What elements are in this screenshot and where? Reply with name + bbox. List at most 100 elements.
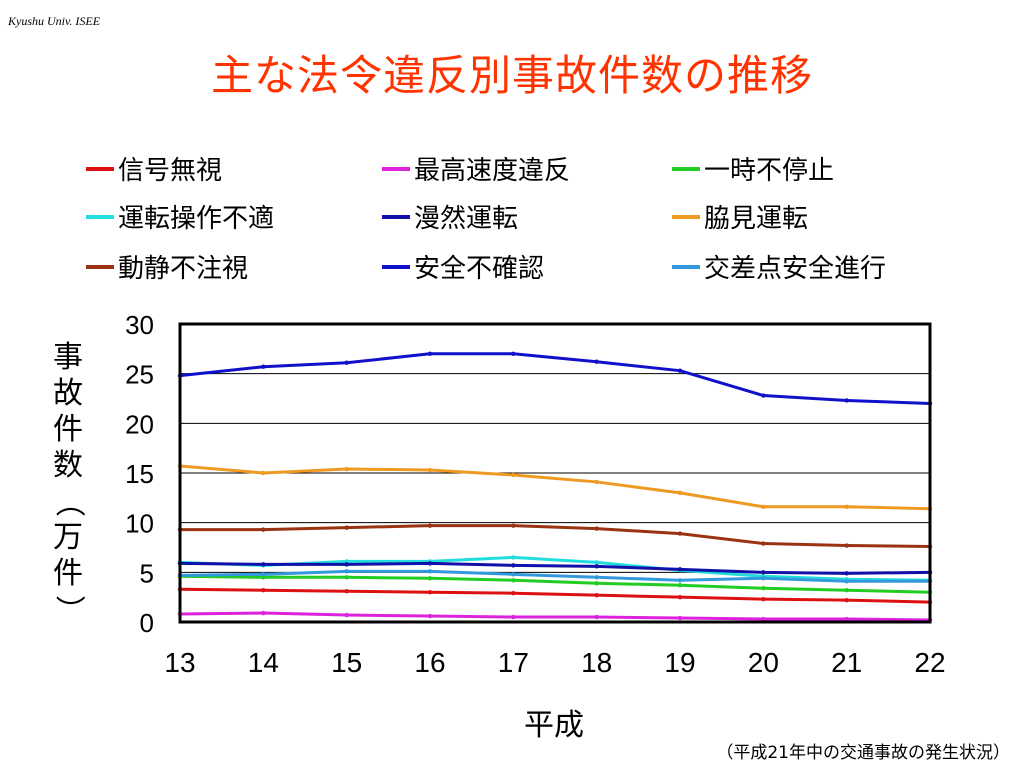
data-point [427,523,433,528]
data-point [677,531,683,536]
y-tick-label: 5 [140,558,154,588]
y-tick-label: 25 [125,360,154,390]
data-point [844,543,849,548]
x-axis-label: 平成 [524,708,584,743]
plot-frame [178,322,932,624]
data-point [844,579,849,584]
data-point [844,597,849,603]
y-axis-label-char: 万 [53,520,83,555]
data-point [427,613,433,619]
data-point [594,614,599,620]
legend-swatch [86,214,114,219]
legend-item: 安全不確認 [382,248,544,285]
data-point [427,576,433,581]
data-point [511,578,516,583]
legend-label: 脇見運転 [704,204,809,234]
data-point [427,590,433,595]
data-point [344,360,349,365]
y-axis-label: 事故件数（万件） [48,340,88,628]
series-line [180,524,931,549]
data-point [594,592,599,598]
legend-label: 信号無視 [118,156,223,186]
data-point [594,526,599,531]
x-tick-label: 22 [914,647,945,678]
data-point [844,616,849,622]
data-point [761,504,766,509]
data-point [511,472,516,478]
data-point [261,588,266,593]
data-point [594,359,599,364]
y-axis-label-char: 数 [53,448,83,483]
y-axis-label-char: ） [51,595,86,625]
series-line [179,569,930,583]
data-point [511,555,516,560]
data-point [344,589,349,594]
legend-item: 脇見運転 [672,198,808,235]
data-point [344,466,349,472]
y-tick-label: 0 [140,608,154,638]
data-point [677,578,683,583]
legend-swatch [672,214,700,219]
legend-label: 一時不停止 [704,156,835,186]
data-point [677,490,683,496]
data-point [427,569,433,574]
data-point [261,572,266,577]
x-tick-label: 16 [414,647,445,678]
series-line [179,561,931,575]
x-tick-label: 15 [331,647,362,678]
series-line [179,574,931,594]
x-tick-label: 20 [748,647,779,678]
series-line [179,611,931,622]
data-point [511,614,516,620]
y-axis-label-char: 故 [53,376,83,411]
legend-swatch [382,264,410,269]
series-line [179,464,931,511]
data-point [594,479,599,485]
data-point [511,590,516,596]
data-point [594,581,599,586]
legend-item: 信号無視 [86,150,222,187]
data-point [261,527,266,532]
y-tick-label: 20 [125,409,154,439]
data-point [761,570,766,575]
series-line [179,587,931,604]
data-point [594,575,599,580]
legend-label: 交差点安全進行 [704,254,887,284]
data-point [761,596,766,602]
legend-item: 運転操作不適 [86,198,274,235]
legend-label: 安全不確認 [414,254,545,284]
data-point [511,523,516,528]
slide-title: 主な法令違反別事故件数の推移 [210,51,813,100]
x-tick-label: 19 [664,647,695,678]
data-point [594,560,599,565]
data-point [511,563,516,568]
data-point [261,364,266,369]
header-note: Kyushu Univ. ISEE [8,14,101,28]
data-point [844,398,849,403]
legend-label: 運転操作不適 [118,204,275,234]
y-tick-label: 15 [125,459,154,489]
data-point [511,572,516,577]
data-point [844,588,849,593]
data-point [344,525,349,530]
legend-item: 最高速度違反 [382,150,570,187]
legend-label: 最高速度違反 [414,156,571,186]
legend-swatch [672,264,700,269]
legend-item: 動静不注視 [86,248,248,285]
data-point [761,576,766,581]
source-note: （平成21年中の交通事故の発生状況） [716,743,1010,763]
x-tick-label: 17 [498,647,529,678]
data-point [261,470,266,476]
data-point [761,393,766,398]
series-line [179,352,931,405]
data-point [344,612,349,618]
data-point [344,562,349,567]
legend-swatch [86,264,114,269]
data-point [677,594,683,600]
legend-item: 交差点安全進行 [672,248,886,285]
data-point [427,351,433,356]
data-point [677,583,683,588]
x-tick-label: 21 [831,647,862,678]
y-axis-label-char: 件 [53,556,83,591]
x-tick-label: 18 [581,647,612,678]
